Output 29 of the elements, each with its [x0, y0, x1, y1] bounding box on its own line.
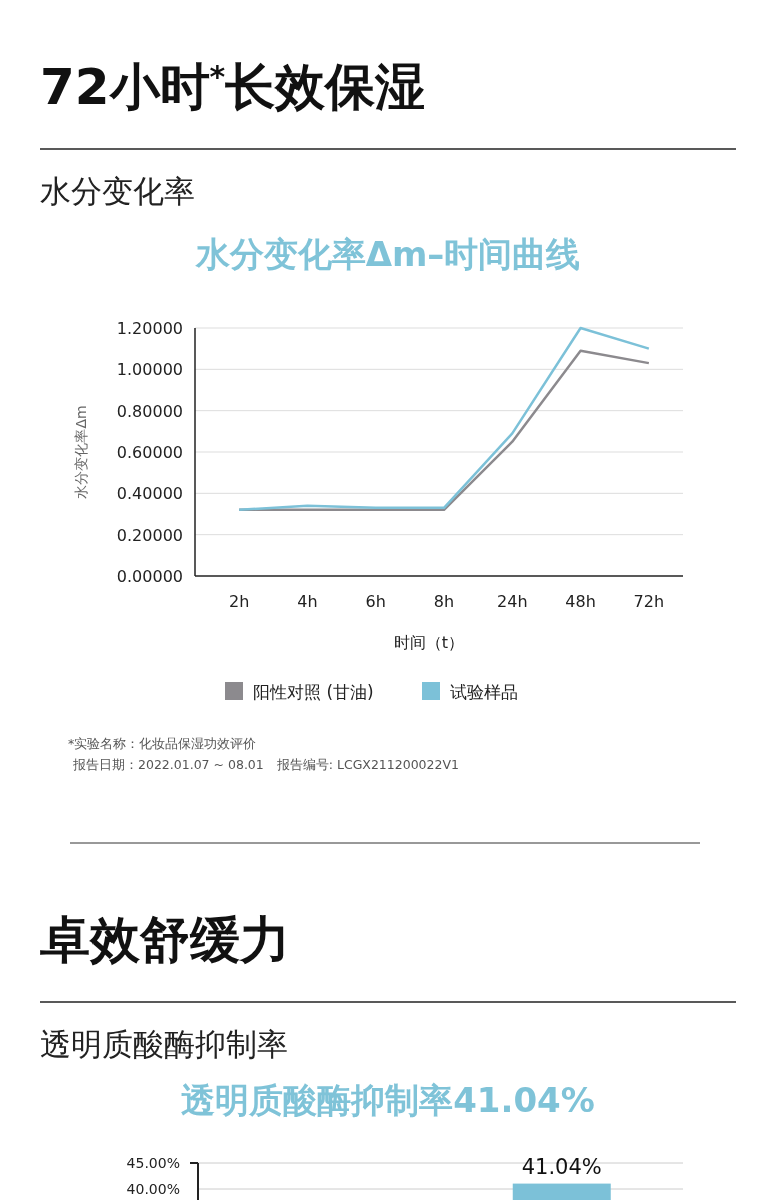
x-axis-title: 时间（t）	[393, 633, 465, 652]
text: 水分变化率	[40, 173, 195, 209]
x-tick-label: 6h	[365, 592, 386, 611]
text: *实验名称：化妆品保湿功效评价	[68, 736, 257, 751]
x-tick-label: 72h	[633, 592, 665, 611]
x-tick-label: 8h	[433, 592, 455, 611]
y-tick-label: 0.20000	[116, 525, 183, 545]
legend-label: 阳性对照 (甘油)	[253, 682, 374, 702]
y-tick-label: 40.00%	[126, 1181, 180, 1197]
y-tick-label: 1.20000	[116, 319, 183, 338]
y-tick-label: 1.00000	[116, 360, 183, 380]
x-tick-label: 24h	[497, 592, 528, 611]
data-label: 41.04%	[521, 1154, 602, 1179]
y-tick-label: 0.80000	[116, 401, 183, 421]
y-tick-label: 0.40000	[116, 484, 183, 504]
text: 报告日期：2022.01.07 ~ 08.01 报告编号: LCGX211200022V1	[72, 757, 459, 772]
y-tick-label: 0.00000	[116, 567, 183, 586]
x-tick-label: 4h	[297, 592, 318, 611]
y-tick-label: 0.60000	[116, 443, 183, 462]
x-tick-label: 48h	[565, 592, 596, 611]
y-axis-title: 水分变化率Δm	[73, 405, 89, 499]
chart-title: 水分变化率Δm–时间曲线	[194, 234, 581, 274]
x-tick-label: 2h	[228, 592, 250, 611]
text: 72小时$^{*}$长效保湿	[40, 58, 426, 116]
text: 卓效舒缓力	[39, 911, 290, 969]
legend-label: 试验样品	[450, 682, 518, 702]
chart-title: 透明质酸酶抑制率41.04%	[181, 1080, 595, 1120]
y-tick-label: 45.00%	[126, 1155, 180, 1171]
text: 透明质酸酶抑制率	[40, 1026, 288, 1062]
